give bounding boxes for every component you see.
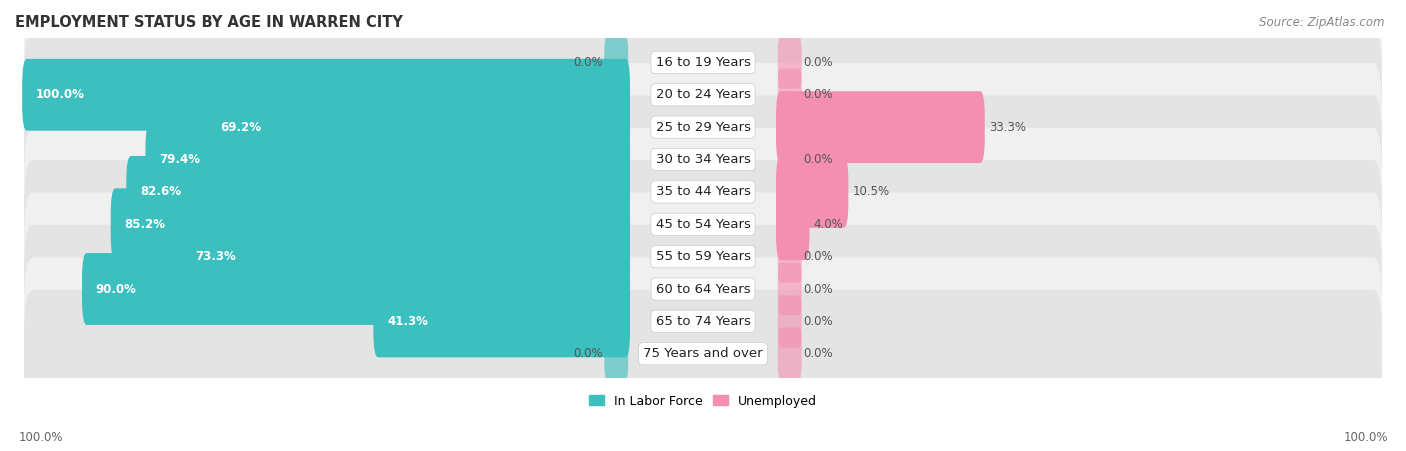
FancyBboxPatch shape xyxy=(778,263,801,315)
FancyBboxPatch shape xyxy=(24,257,1382,386)
Text: 25 to 29 Years: 25 to 29 Years xyxy=(655,120,751,133)
FancyBboxPatch shape xyxy=(24,0,1382,126)
FancyBboxPatch shape xyxy=(24,160,1382,288)
Text: 0.0%: 0.0% xyxy=(803,153,834,166)
Text: 35 to 44 Years: 35 to 44 Years xyxy=(655,185,751,198)
FancyBboxPatch shape xyxy=(778,230,801,283)
FancyBboxPatch shape xyxy=(127,156,630,228)
Text: 4.0%: 4.0% xyxy=(814,218,844,231)
Text: EMPLOYMENT STATUS BY AGE IN WARREN CITY: EMPLOYMENT STATUS BY AGE IN WARREN CITY xyxy=(15,15,404,30)
Text: 82.6%: 82.6% xyxy=(141,185,181,198)
FancyBboxPatch shape xyxy=(778,36,801,88)
Text: 85.2%: 85.2% xyxy=(125,218,166,231)
Text: 0.0%: 0.0% xyxy=(803,282,834,295)
Text: Source: ZipAtlas.com: Source: ZipAtlas.com xyxy=(1260,16,1385,29)
FancyBboxPatch shape xyxy=(776,189,810,260)
FancyBboxPatch shape xyxy=(778,133,801,186)
FancyBboxPatch shape xyxy=(22,59,630,131)
Text: 75 Years and over: 75 Years and over xyxy=(643,347,763,360)
Legend: In Labor Force, Unemployed: In Labor Force, Unemployed xyxy=(583,390,823,413)
FancyBboxPatch shape xyxy=(24,31,1382,159)
Text: 69.2%: 69.2% xyxy=(221,120,262,133)
FancyBboxPatch shape xyxy=(776,91,984,163)
Text: 79.4%: 79.4% xyxy=(159,153,200,166)
Text: 65 to 74 Years: 65 to 74 Years xyxy=(655,315,751,328)
FancyBboxPatch shape xyxy=(605,36,628,88)
FancyBboxPatch shape xyxy=(181,221,630,293)
Text: 33.3%: 33.3% xyxy=(988,120,1026,133)
Text: 90.0%: 90.0% xyxy=(96,282,136,295)
Text: 20 to 24 Years: 20 to 24 Years xyxy=(655,88,751,101)
Text: 55 to 59 Years: 55 to 59 Years xyxy=(655,250,751,263)
Text: 41.3%: 41.3% xyxy=(387,315,427,328)
FancyBboxPatch shape xyxy=(605,327,628,380)
FancyBboxPatch shape xyxy=(776,156,848,228)
FancyBboxPatch shape xyxy=(111,189,630,260)
Text: 0.0%: 0.0% xyxy=(572,56,603,69)
FancyBboxPatch shape xyxy=(778,69,801,121)
Text: 73.3%: 73.3% xyxy=(195,250,236,263)
Text: 10.5%: 10.5% xyxy=(852,185,890,198)
Text: 0.0%: 0.0% xyxy=(572,347,603,360)
Text: 0.0%: 0.0% xyxy=(803,56,834,69)
FancyBboxPatch shape xyxy=(82,253,630,325)
FancyBboxPatch shape xyxy=(24,128,1382,256)
FancyBboxPatch shape xyxy=(24,225,1382,353)
FancyBboxPatch shape xyxy=(24,290,1382,418)
Text: 16 to 19 Years: 16 to 19 Years xyxy=(655,56,751,69)
Text: 60 to 64 Years: 60 to 64 Years xyxy=(655,282,751,295)
Text: 100.0%: 100.0% xyxy=(18,431,63,444)
FancyBboxPatch shape xyxy=(24,96,1382,224)
FancyBboxPatch shape xyxy=(207,91,630,163)
FancyBboxPatch shape xyxy=(145,124,630,195)
Text: 0.0%: 0.0% xyxy=(803,315,834,328)
Text: 100.0%: 100.0% xyxy=(37,88,84,101)
FancyBboxPatch shape xyxy=(24,63,1382,191)
FancyBboxPatch shape xyxy=(24,193,1382,321)
FancyBboxPatch shape xyxy=(778,327,801,380)
Text: 0.0%: 0.0% xyxy=(803,250,834,263)
Text: 30 to 34 Years: 30 to 34 Years xyxy=(655,153,751,166)
Text: 100.0%: 100.0% xyxy=(1343,431,1388,444)
Text: 0.0%: 0.0% xyxy=(803,88,834,101)
FancyBboxPatch shape xyxy=(778,295,801,348)
FancyBboxPatch shape xyxy=(374,285,630,357)
Text: 45 to 54 Years: 45 to 54 Years xyxy=(655,218,751,231)
Text: 0.0%: 0.0% xyxy=(803,347,834,360)
